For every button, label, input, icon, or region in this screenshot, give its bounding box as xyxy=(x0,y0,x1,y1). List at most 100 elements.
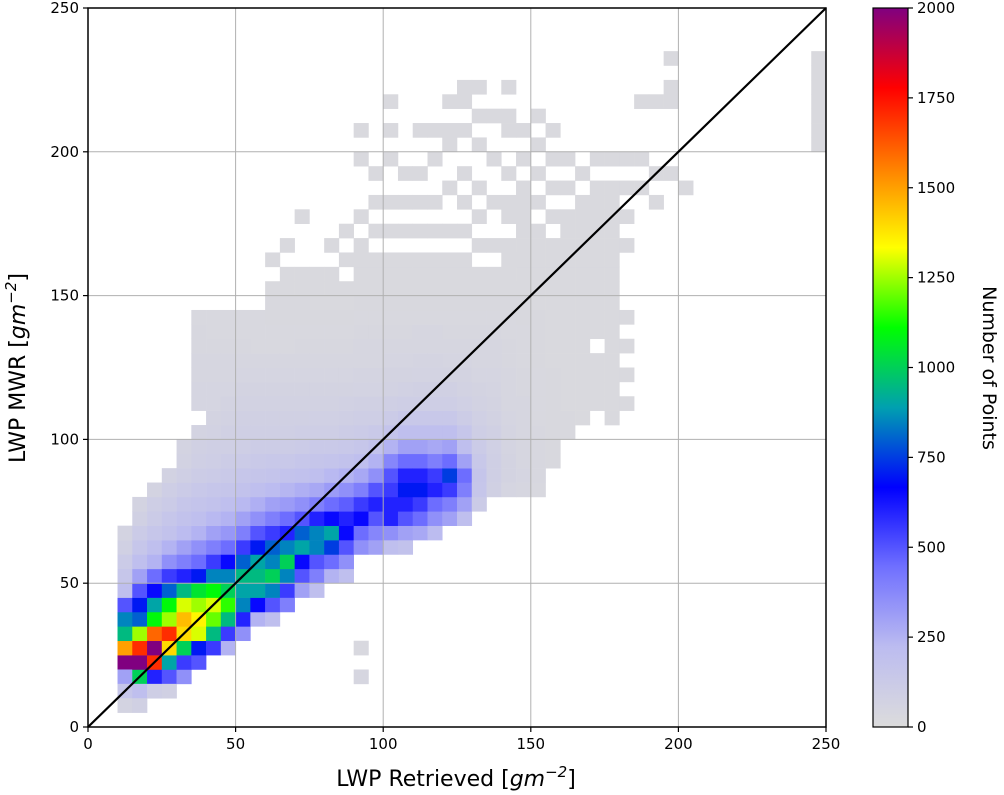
heatmap-cell xyxy=(457,338,473,354)
heatmap-cell xyxy=(811,65,827,81)
heatmap-cell xyxy=(324,381,340,397)
heatmap-cell xyxy=(265,381,281,397)
heatmap-cell xyxy=(132,597,148,613)
heatmap-cell xyxy=(501,425,517,440)
heatmap-cell xyxy=(338,252,354,268)
heatmap-cell xyxy=(486,468,502,483)
heatmap-cell xyxy=(457,223,473,239)
heatmap-cell xyxy=(191,381,207,397)
heatmap-cell xyxy=(427,123,443,138)
heatmap-cell xyxy=(811,94,827,109)
heatmap-cell xyxy=(383,439,399,455)
heatmap-cell xyxy=(235,338,251,354)
heatmap-cell xyxy=(368,223,384,239)
heatmap-cell xyxy=(530,410,546,426)
heatmap-cell xyxy=(279,410,295,426)
heatmap-cell xyxy=(516,180,532,196)
heatmap-cell xyxy=(427,468,443,483)
colorbar-tick-label: 250 xyxy=(917,628,946,646)
heatmap-cell xyxy=(589,252,605,268)
x-axis-ticks: 0 50 100 150 200 250 xyxy=(83,727,840,753)
heatmap-cell xyxy=(338,338,354,354)
heatmap-cell xyxy=(516,281,532,296)
heatmap-cell xyxy=(442,439,458,455)
heatmap-cell xyxy=(279,367,295,383)
colorbar-tick-label: 2000 xyxy=(917,0,955,17)
heatmap-cell xyxy=(309,338,325,354)
heatmap-cell xyxy=(191,640,207,656)
heatmap-cell xyxy=(457,309,473,325)
heatmap-cell xyxy=(206,410,222,426)
heatmap-cell xyxy=(471,367,487,383)
heatmap-cell xyxy=(176,511,192,526)
heatmap-cell xyxy=(161,626,177,642)
heatmap-cell xyxy=(412,252,428,268)
heatmap-cell xyxy=(530,338,546,354)
heatmap-cell xyxy=(457,367,473,383)
heatmap-cell xyxy=(589,367,605,383)
heatmap-cell xyxy=(397,453,414,469)
heatmap-cell xyxy=(545,439,561,455)
heatmap-cell xyxy=(457,166,473,181)
heatmap-cell xyxy=(294,568,310,584)
heatmap-cell xyxy=(206,568,222,584)
heatmap-cell xyxy=(220,496,236,512)
heatmap-cell xyxy=(604,281,620,296)
heatmap-cell xyxy=(279,568,295,584)
heatmap-cell xyxy=(589,238,605,253)
heatmap-cell xyxy=(530,295,546,311)
heatmap-cell xyxy=(117,640,133,656)
heatmap-cell xyxy=(501,281,517,296)
heatmap-cell xyxy=(457,410,473,426)
heatmap-cell xyxy=(279,439,295,455)
heatmap-cell xyxy=(397,367,414,383)
heatmap-cell xyxy=(412,439,428,455)
heatmap-cell xyxy=(471,324,487,340)
heatmap-cell xyxy=(250,396,266,411)
heatmap-cell xyxy=(368,266,384,282)
heatmap-cell xyxy=(176,611,192,627)
heatmap-cell xyxy=(161,568,177,584)
heatmap-cell xyxy=(368,281,384,296)
heatmap-cell xyxy=(442,266,458,282)
heatmap-cell xyxy=(368,540,384,555)
heatmap-cell xyxy=(324,439,340,455)
heatmap-cell xyxy=(486,396,502,411)
heatmap-cell xyxy=(279,281,295,296)
heatmap-cell xyxy=(132,626,148,642)
heatmap-cell xyxy=(486,353,502,368)
heatmap-cell xyxy=(235,496,251,512)
y-tick-label: 50 xyxy=(60,574,79,592)
heatmap-cell xyxy=(589,353,605,368)
heatmap-cell xyxy=(545,151,561,167)
heatmap-cell xyxy=(530,238,546,253)
heatmap-cell xyxy=(397,396,414,411)
heatmap-cell xyxy=(383,525,399,541)
heatmap-cell xyxy=(294,266,310,282)
heatmap-cell xyxy=(457,511,473,526)
heatmap-cell xyxy=(457,468,473,483)
heatmap-cell xyxy=(235,324,251,340)
heatmap-cell xyxy=(309,554,325,570)
heatmap-cell xyxy=(250,367,266,383)
heatmap-cell xyxy=(811,51,827,66)
heatmap-cell xyxy=(176,453,192,469)
heatmap-cell xyxy=(132,511,148,526)
heatmap-cell xyxy=(235,439,251,455)
heatmap-cell xyxy=(250,425,266,440)
heatmap-cell xyxy=(235,353,251,368)
heatmap-cell xyxy=(250,597,266,613)
heatmap-cell xyxy=(516,439,532,455)
heatmap-cell xyxy=(279,381,295,397)
heatmap-cell xyxy=(294,338,310,354)
heatmap-cell xyxy=(545,324,561,340)
heatmap-cell xyxy=(117,611,133,627)
heatmap-cell xyxy=(191,626,207,642)
heatmap-cell xyxy=(457,453,473,469)
heatmap-cell xyxy=(545,252,561,268)
heatmap-cell xyxy=(383,338,399,354)
x-tick-label: 200 xyxy=(664,735,693,753)
heatmap-cell xyxy=(309,367,325,383)
heatmap-cell xyxy=(516,309,532,325)
heatmap-cell xyxy=(471,468,487,483)
